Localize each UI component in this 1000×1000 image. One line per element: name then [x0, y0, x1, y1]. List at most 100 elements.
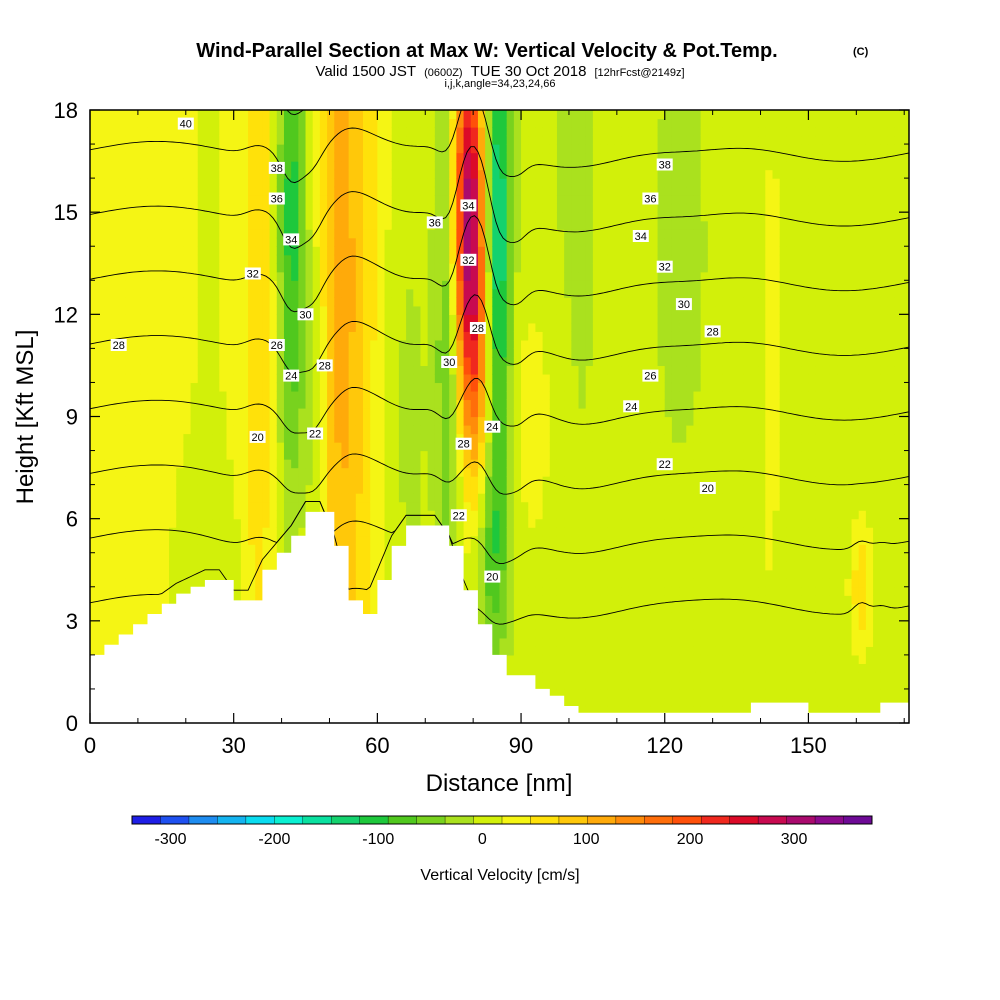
- velocity-cell: [327, 203, 335, 213]
- velocity-cell: [449, 288, 457, 298]
- velocity-cell: [398, 152, 407, 162]
- velocity-cell: [391, 339, 400, 349]
- velocity-cell: [291, 407, 299, 418]
- velocity-cell: [233, 467, 242, 477]
- velocity-cell: [499, 603, 508, 613]
- velocity-cell: [571, 680, 580, 690]
- velocity-cell: [434, 127, 443, 137]
- velocity-cell: [240, 169, 249, 179]
- velocity-cell: [312, 280, 321, 290]
- velocity-cell: [255, 518, 264, 528]
- velocity-cell: [398, 365, 407, 375]
- velocity-cell: [485, 527, 493, 537]
- velocity-cell: [556, 348, 565, 358]
- velocity-cell: [513, 586, 522, 596]
- velocity-cell: [556, 552, 565, 562]
- velocity-cell: [341, 425, 350, 435]
- velocity-cell: [204, 348, 213, 358]
- velocity-cell: [111, 518, 120, 528]
- velocity-cell: [420, 493, 429, 503]
- velocity-cell: [499, 442, 508, 452]
- velocity-cell: [212, 518, 220, 528]
- velocity-cell: [528, 654, 537, 664]
- velocity-cell: [521, 569, 529, 579]
- velocity-cell: [90, 620, 98, 630]
- velocity-cell: [240, 203, 249, 213]
- velocity-cell: [549, 220, 558, 230]
- velocity-cell: [477, 467, 486, 477]
- velocity-cell: [147, 305, 156, 315]
- velocity-cell: [291, 442, 299, 452]
- velocity-cell: [355, 552, 364, 562]
- velocity-cell: [90, 433, 98, 443]
- velocity-cell: [90, 356, 98, 367]
- velocity-cell: [485, 263, 493, 273]
- velocity-cell: [161, 518, 170, 528]
- velocity-cell: [513, 365, 522, 375]
- velocity-cell: [549, 348, 558, 358]
- velocity-cell: [327, 442, 335, 452]
- velocity-cell: [470, 510, 479, 520]
- velocity-cell: [133, 390, 141, 401]
- velocity-cell: [118, 425, 127, 435]
- velocity-cell: [341, 348, 350, 358]
- velocity-cell: [398, 110, 407, 120]
- velocity-cell: [197, 569, 206, 579]
- velocity-cell: [176, 203, 184, 213]
- velocity-cell: [578, 663, 587, 673]
- velocity-cell: [176, 476, 184, 486]
- velocity-cell: [90, 161, 98, 171]
- velocity-cell: [219, 195, 228, 205]
- velocity-cell: [377, 314, 386, 324]
- velocity-cell: [434, 407, 443, 418]
- velocity-cell: [420, 263, 429, 273]
- velocity-cell: [327, 348, 335, 358]
- velocity-cell: [571, 339, 580, 349]
- velocity-cell: [391, 399, 400, 409]
- velocity-cell: [341, 407, 350, 418]
- velocity-cell: [528, 569, 537, 579]
- velocity-cell: [477, 331, 486, 341]
- velocity-cell: [499, 629, 508, 639]
- velocity-cell: [348, 152, 357, 162]
- velocity-cell: [506, 365, 515, 375]
- velocity-cell: [319, 493, 328, 503]
- velocity-cell: [477, 152, 486, 162]
- velocity-cell: [204, 254, 213, 264]
- velocity-cell: [370, 161, 378, 171]
- velocity-cell: [97, 552, 105, 562]
- velocity-cell: [528, 280, 537, 290]
- velocity-cell: [391, 110, 400, 120]
- velocity-cell: [564, 518, 572, 528]
- velocity-cell: [384, 280, 393, 290]
- velocity-cell: [190, 476, 199, 486]
- velocity-cell: [571, 127, 580, 137]
- velocity-cell: [564, 169, 572, 179]
- velocity-cell: [521, 356, 529, 367]
- velocity-cell: [406, 178, 414, 188]
- velocity-cell: [190, 280, 199, 290]
- velocity-cell: [226, 382, 235, 392]
- velocity-cell: [370, 407, 378, 418]
- velocity-cell: [578, 450, 587, 460]
- velocity-cell: [269, 365, 278, 375]
- velocity-cell: [183, 356, 192, 367]
- velocity-cell: [283, 527, 292, 537]
- velocity-cell: [485, 203, 493, 213]
- velocity-cell: [97, 186, 105, 196]
- velocity-cell: [585, 569, 594, 579]
- velocity-cell: [161, 484, 170, 494]
- velocity-cell: [370, 603, 378, 613]
- velocity-cell: [571, 637, 580, 647]
- velocity-cell: [111, 561, 120, 571]
- velocity-cell: [176, 459, 184, 469]
- velocity-cell: [377, 467, 386, 477]
- velocity-cell: [348, 331, 357, 341]
- velocity-cell: [348, 467, 357, 477]
- velocity-cell: [262, 127, 271, 137]
- velocity-cell: [154, 373, 163, 384]
- velocity-cell: [363, 246, 371, 256]
- velocity-cell: [535, 203, 544, 213]
- velocity-cell: [463, 110, 472, 120]
- velocity-cell: [535, 144, 544, 154]
